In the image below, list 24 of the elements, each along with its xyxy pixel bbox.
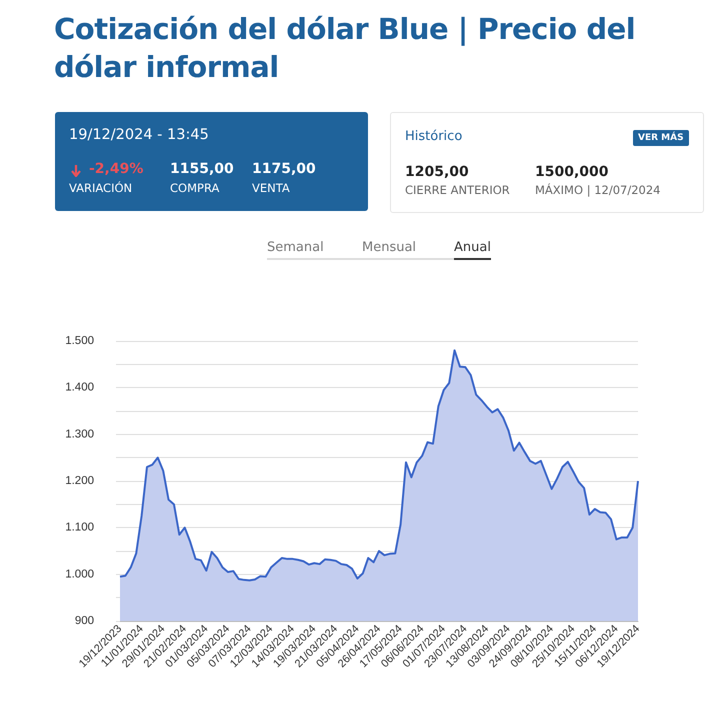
- y-tick-label: 1.100: [65, 522, 94, 534]
- text: Mensual: [362, 240, 416, 255]
- text: 1155,00: [170, 161, 234, 177]
- text: CIERRE ANTERIOR: [405, 183, 510, 197]
- text: COMPRA: [170, 181, 220, 195]
- y-tick-label: 1.300: [65, 428, 94, 440]
- text: -2,49%: [89, 161, 144, 177]
- y-tick-label: 1.500: [65, 335, 94, 347]
- y-tick-label: 1.400: [65, 382, 94, 394]
- text: 1205,00: [405, 164, 469, 180]
- chart-title: Cotización del dólar Blue | Precio del dólar informal: [54, 11, 636, 86]
- text: VARIACIÓN: [69, 181, 132, 195]
- text: MÁXIMO | 12/07/2024: [535, 183, 661, 197]
- text: Anual: [454, 240, 491, 255]
- y-tick-label: 900: [74, 615, 94, 627]
- text: 1175,00: [252, 161, 316, 177]
- text: VENTA: [252, 181, 290, 195]
- text: 1500,000: [535, 164, 609, 180]
- y-tick-label: 1.000: [65, 568, 94, 580]
- text: Semanal: [267, 240, 324, 255]
- text: Histórico: [405, 129, 462, 144]
- y-tick-label: 1.200: [65, 475, 94, 487]
- text: 19/12/2024 - 13:45: [69, 127, 209, 143]
- button[interactable]: VER MÁS: [633, 130, 689, 146]
